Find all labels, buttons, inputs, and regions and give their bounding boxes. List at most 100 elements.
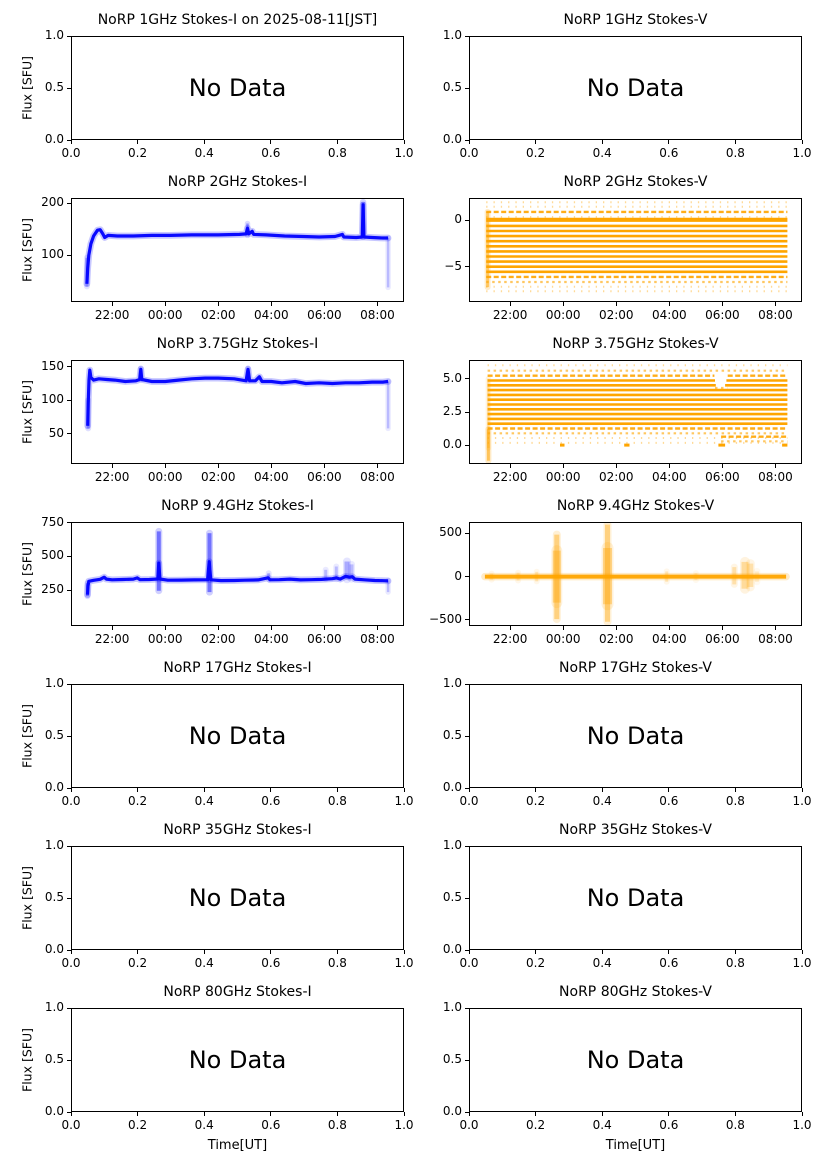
x-tick-label: 0.2	[128, 146, 148, 160]
x-tick-label: 1.0	[394, 146, 414, 160]
x-tick	[615, 464, 617, 468]
x-tick-label: 0.2	[128, 794, 148, 808]
x-tick-label: 22:00	[94, 632, 130, 646]
x-tick-label: 0.4	[194, 956, 214, 970]
panel-norp-1ghz-stokes-v: NoRP 1GHz Stokes-V 0.0 0.2 0.4 0.6 0.8 1.0 0.0 0…	[443, 12, 812, 160]
y-tick	[67, 139, 71, 141]
y-tick	[465, 378, 469, 380]
x-tick-label: 0.8	[327, 956, 347, 970]
y-tick-label: 250	[41, 582, 64, 597]
panel-norp-35ghz-stokes-i: NoRP 35GHz Stokes-I Flux [SFU] 0.0 0.2 0.4 0.…	[20, 822, 414, 970]
x-tick	[601, 788, 603, 792]
x-tick	[734, 950, 736, 954]
y-tick-label: 0.0	[442, 780, 462, 794]
y-tick-label: 0.0	[442, 942, 462, 956]
panel-title: NoRP 2GHz Stokes-I	[167, 174, 308, 190]
x-tick	[403, 788, 405, 792]
x-tick	[403, 140, 405, 144]
y-tick	[67, 399, 71, 401]
y-tick	[465, 87, 469, 89]
panel-title: NoRP 17GHz Stokes-I	[163, 660, 312, 676]
x-tick-label: 00:00	[545, 632, 581, 646]
x-tick	[164, 302, 166, 306]
x-tick	[509, 302, 511, 306]
x-tick-label: 08:00	[758, 470, 793, 484]
y-tick-label: 0.5	[442, 80, 462, 94]
x-tick-label: 0.6	[659, 146, 679, 160]
y-tick	[67, 897, 71, 899]
y-tick-label: 1.0	[442, 28, 462, 42]
x-tick-label: 0.6	[261, 146, 281, 160]
y-tick-label: 500	[41, 548, 64, 563]
x-tick	[668, 788, 670, 792]
x-tick-label: 04:00	[254, 308, 289, 322]
x-tick-label: 0.2	[526, 956, 546, 970]
x-tick	[615, 302, 617, 306]
y-tick	[67, 949, 71, 951]
x-tick-label: 0.4	[194, 1118, 214, 1132]
panel-title: NoRP 17GHz Stokes-V	[559, 660, 712, 676]
stokes-v-series	[484, 201, 788, 293]
y-tick-label: 0	[454, 568, 462, 583]
x-tick-label: 00:00	[147, 632, 183, 646]
plot-area	[484, 201, 788, 293]
x-tick-label: 0.4	[592, 146, 612, 160]
y-tick	[67, 202, 71, 204]
x-tick	[376, 626, 378, 630]
panel-title: NoRP 9.4GHz Stokes-I	[161, 498, 314, 514]
y-tick-label: 0.5	[442, 890, 462, 904]
x-tick-label: 0.0	[459, 956, 479, 970]
x-tick-label: 22:00	[94, 308, 130, 322]
x-tick-label: 02:00	[598, 308, 634, 322]
no-data-text: No Data	[586, 884, 685, 912]
no-data-text: No Data	[586, 74, 685, 102]
stokes-i-series	[83, 198, 392, 291]
x-tick	[535, 140, 537, 144]
x-tick	[734, 140, 736, 144]
x-tick-label: 06:00	[307, 308, 342, 322]
x-tick	[535, 788, 537, 792]
y-tick	[465, 35, 469, 37]
x-axis-label: Time[UT]	[207, 1138, 268, 1153]
x-tick	[137, 950, 139, 954]
x-tick	[601, 140, 603, 144]
x-tick-label: 22:00	[94, 470, 130, 484]
x-tick	[270, 464, 272, 468]
x-tick-label: 04:00	[652, 470, 687, 484]
y-tick-label: 1.0	[442, 838, 462, 852]
y-tick	[465, 576, 469, 578]
x-tick	[721, 302, 723, 306]
x-tick-label: 1.0	[792, 794, 812, 808]
y-tick	[67, 555, 71, 557]
x-tick	[203, 788, 205, 792]
x-tick-label: 0.8	[725, 956, 745, 970]
panel-norp-3-75ghz-stokes-i: NoRP 3.75GHz Stokes-I Flux [SFU] 22:00 00:0…	[20, 336, 404, 484]
x-tick	[137, 140, 139, 144]
x-tick	[668, 464, 670, 468]
y-tick	[465, 219, 469, 221]
y-tick-label: −500	[429, 611, 462, 626]
x-tick-label: 00:00	[545, 470, 581, 484]
panel-title: NoRP 3.75GHz Stokes-I	[156, 336, 319, 352]
x-tick-label: 06:00	[307, 470, 342, 484]
x-tick-label: 0.0	[61, 146, 81, 160]
x-tick	[270, 950, 272, 954]
x-tick	[70, 140, 72, 144]
x-tick-label: 0.6	[261, 956, 281, 970]
y-tick-label: 150	[41, 358, 64, 373]
x-tick-label: 1.0	[792, 956, 812, 970]
x-tick	[668, 302, 670, 306]
x-tick-label: 1.0	[394, 1118, 414, 1132]
x-tick	[336, 788, 338, 792]
x-tick	[562, 464, 564, 468]
panel-norp-9-4ghz-stokes-v: NoRP 9.4GHz Stokes-V 22:00 00:00 02:00 04:00…	[429, 498, 802, 646]
x-tick-label: 0.0	[459, 1118, 479, 1132]
x-tick	[336, 1112, 338, 1116]
x-tick-label: 04:00	[652, 632, 687, 646]
x-tick	[336, 140, 338, 144]
y-tick-label: 0.0	[44, 942, 64, 956]
x-tick-label: 1.0	[394, 956, 414, 970]
stokes-i-series	[84, 365, 392, 432]
y-tick	[465, 411, 469, 413]
